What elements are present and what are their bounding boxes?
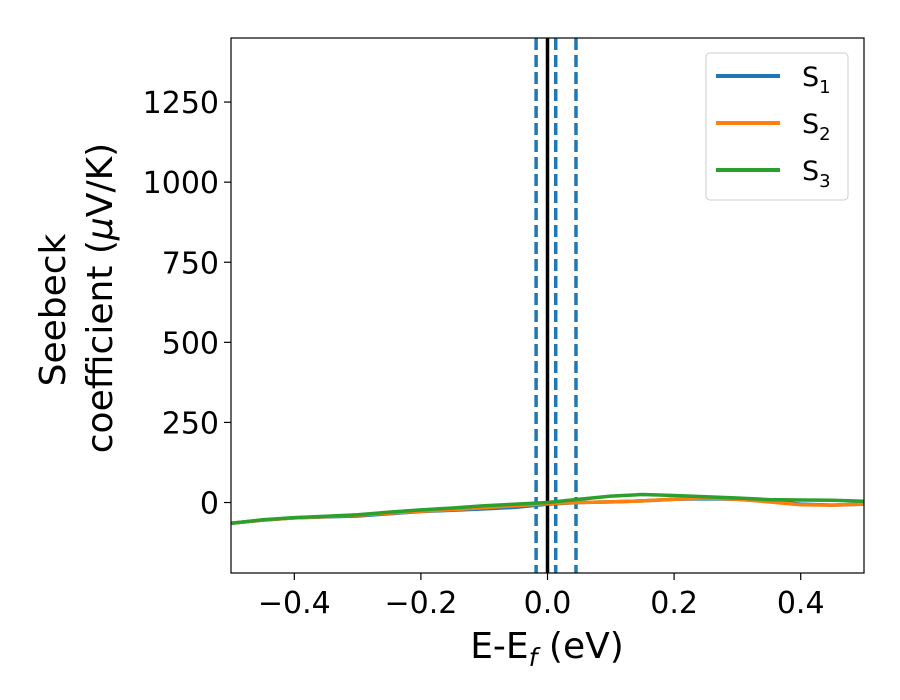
legend-label-s2: S2 — [802, 109, 831, 145]
y-axis-title-line2-pre: coefficient ( — [80, 240, 121, 453]
y-tick-label: 500 — [162, 326, 219, 361]
x-axis-title-main: E-E — [470, 626, 528, 667]
y-axis-title-line2-post: V/K) — [80, 143, 121, 217]
legend-label-s3: S3 — [802, 156, 831, 192]
y-tick-label: 250 — [162, 406, 219, 441]
x-tick-label: 0.2 — [650, 586, 698, 621]
y-tick-label: 1250 — [143, 86, 219, 121]
y-axis-title-line2: coefficient (μV/K) — [80, 143, 121, 453]
x-tick-label: 0.4 — [777, 586, 825, 621]
legend: S1 S2 S3 — [705, 52, 849, 201]
y-axis-title-mu: μ — [80, 217, 121, 241]
x-axis-title: E-Ef (eV) — [470, 626, 624, 672]
x-tick-label: −0.4 — [258, 586, 331, 621]
legend-label-s1: S1 — [802, 62, 831, 98]
y-tick-label: 1000 — [143, 166, 219, 201]
series-line-s3 — [231, 492, 864, 526]
y-axis-title-line1: Seebeck — [33, 233, 74, 386]
x-tick-label: 0.0 — [524, 586, 572, 621]
x-tick-label: −0.2 — [384, 586, 457, 621]
y-tick-label: 750 — [162, 246, 219, 281]
y-tick-label: 0 — [200, 487, 219, 522]
legend-box — [705, 52, 849, 201]
x-axis-title-suffix: (eV) — [537, 626, 623, 667]
